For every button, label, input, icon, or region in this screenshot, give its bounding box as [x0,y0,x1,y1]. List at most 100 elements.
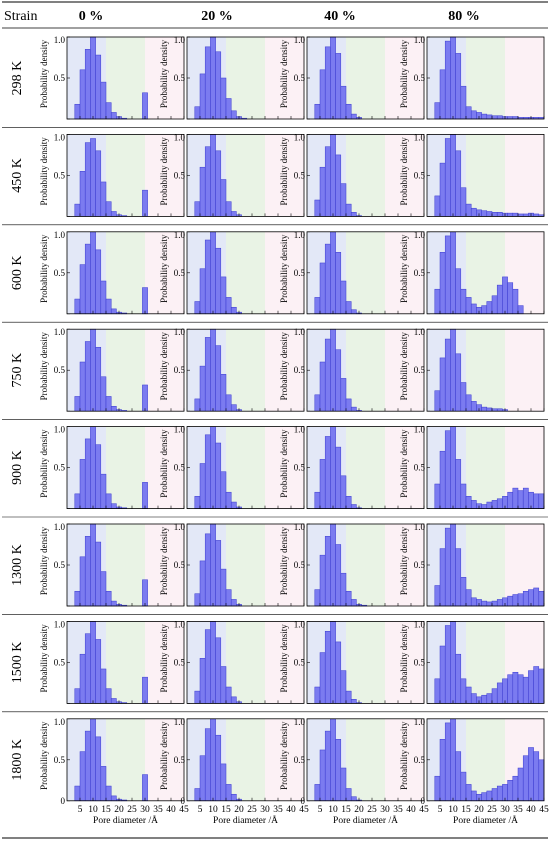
x-tick-label: 10 [448,805,458,815]
histogram-bar [491,212,498,217]
histogram-bar [142,774,148,802]
histogram-bar [486,693,493,704]
histogram-bar [496,115,503,120]
histogram-bar [439,548,446,607]
y-tick-label: 1.0 [414,522,426,532]
histogram-bar [324,436,331,509]
histogram-bar [507,282,514,315]
histogram-bar [194,690,201,704]
shaded-region [145,231,184,314]
histogram-bar [470,207,477,217]
y-axis-label: Probability density [399,234,409,303]
histogram-bar [517,593,524,607]
histogram-bar [512,212,519,217]
y-tick-label: 0.5 [414,170,426,180]
y-tick-label: 1.0 [294,522,306,532]
histogram-bar [319,69,326,120]
histogram-bar [460,85,467,120]
histogram-bar [538,590,545,607]
histogram-bar [350,406,357,412]
histogram-bar [105,590,112,607]
y-axis-label: Probability density [159,39,169,108]
x-tick-label: 20 [474,805,484,815]
x-tick-label: 5 [318,805,323,815]
histogram-bar [330,621,336,704]
y-tick-label: 0.5 [414,268,426,278]
histogram-bar [450,231,456,315]
y-axis-label: Probability density [399,721,409,790]
histogram-bar [84,142,91,217]
histogram-bar [319,166,326,217]
histogram-bar [517,305,524,315]
x-tick-label: 30 [260,805,270,815]
histogram-bar [340,183,347,217]
histogram-bar [350,699,357,704]
histogram-bar [324,243,331,315]
histogram-bar [324,46,331,120]
histogram-bar [439,450,446,509]
y-tick-label: 1.0 [414,619,426,629]
shaded-region [466,134,505,217]
histogram-bar [335,252,342,315]
histogram-bar [95,444,102,509]
histogram-bar [79,264,86,315]
histogram-bar [90,138,96,217]
histogram-bar [507,491,514,509]
shaded-region [385,524,424,606]
histogram-bar [142,579,148,607]
histogram-bar [220,179,227,217]
histogram-bar [220,763,227,802]
shaded-region [226,37,265,119]
shaded-region [226,329,265,412]
panel-layer: 298 K 0.5 1.0 Probability density 0.5 1.0 Prob… [2,35,549,826]
histogram-bar [502,678,508,704]
histogram-bar [79,171,86,217]
histogram-bar [330,426,336,509]
histogram-bar [319,262,326,315]
shaded-region [145,621,184,704]
x-tick-label: 30 [500,805,510,815]
histogram-bar [95,541,102,607]
histogram-bar [345,203,352,217]
histogram-bar [215,345,222,412]
histogram-bar [345,301,352,315]
histogram-bar [491,500,498,509]
shaded-region [106,37,145,119]
y-axis-label: Probability density [399,429,409,498]
x-tick-label: 30 [140,805,150,815]
histogram-bar [350,309,357,315]
histogram-bar [105,493,112,509]
shaded-region [145,524,184,606]
histogram-bar [74,493,81,509]
x-tick-label: 15 [461,805,471,815]
y-axis-label: Probability density [279,526,289,595]
histogram-bar [110,308,117,315]
histogram-bar [533,666,540,704]
histogram-bar [340,280,347,315]
shaded-region [505,134,544,217]
histogram-bar [450,36,456,120]
histogram-bar [199,755,206,802]
histogram-bar [340,378,347,412]
histogram-bar [465,784,472,802]
shaded-region [505,329,544,412]
y-tick-label: 0.5 [294,170,306,180]
histogram-bar [470,401,477,412]
histogram-bar [199,658,206,704]
histogram-bar [481,305,488,315]
histogram-bar [100,181,107,217]
column-header-80: 80 % [448,9,480,24]
histogram-bar [100,280,107,315]
histogram-bar [225,394,232,412]
x-tick-label: 35 [153,805,163,815]
histogram-bar [350,113,357,120]
histogram-bar [210,426,216,509]
histogram-bar [100,81,107,120]
histogram-bar [522,487,529,509]
shaded-region [265,621,304,704]
shaded-region [385,621,424,704]
shaded-region [265,329,304,412]
histogram-bar [330,134,336,217]
histogram-bar [142,287,148,315]
